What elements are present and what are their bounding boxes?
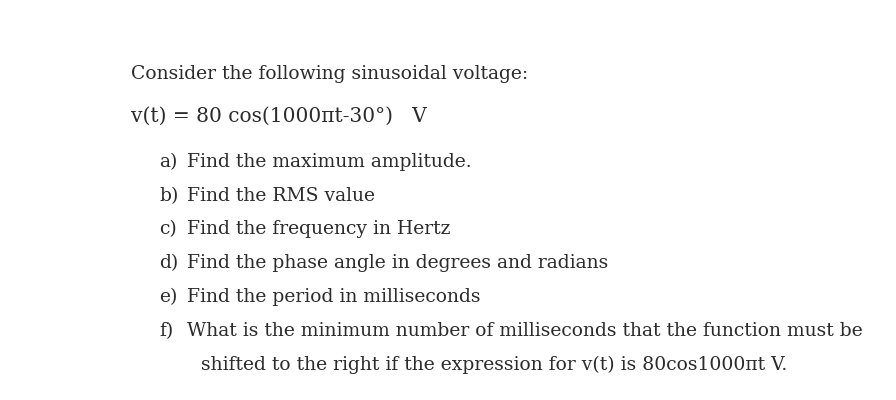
Text: What is the minimum number of milliseconds that the function must be: What is the minimum number of millisecon…	[187, 322, 863, 340]
Text: Find the phase angle in degrees and radians: Find the phase angle in degrees and radi…	[187, 254, 608, 272]
Text: Find the period in milliseconds: Find the period in milliseconds	[187, 288, 480, 306]
Text: c): c)	[159, 220, 177, 238]
Text: b): b)	[159, 186, 178, 204]
Text: Consider the following sinusoidal voltage:: Consider the following sinusoidal voltag…	[131, 65, 528, 83]
Text: v(t) = 80 cos(1000πt-30°)   V: v(t) = 80 cos(1000πt-30°) V	[131, 106, 426, 126]
Text: d): d)	[159, 254, 178, 272]
Text: e): e)	[159, 288, 177, 306]
Text: a): a)	[159, 153, 177, 171]
Text: f): f)	[159, 322, 174, 340]
Text: Find the RMS value: Find the RMS value	[187, 186, 375, 204]
Text: Find the frequency in Hertz: Find the frequency in Hertz	[187, 220, 451, 238]
Text: shifted to the right if the expression for v(t) is 80cos1000πt V.: shifted to the right if the expression f…	[201, 356, 787, 374]
Text: Find the maximum amplitude.: Find the maximum amplitude.	[187, 153, 471, 171]
